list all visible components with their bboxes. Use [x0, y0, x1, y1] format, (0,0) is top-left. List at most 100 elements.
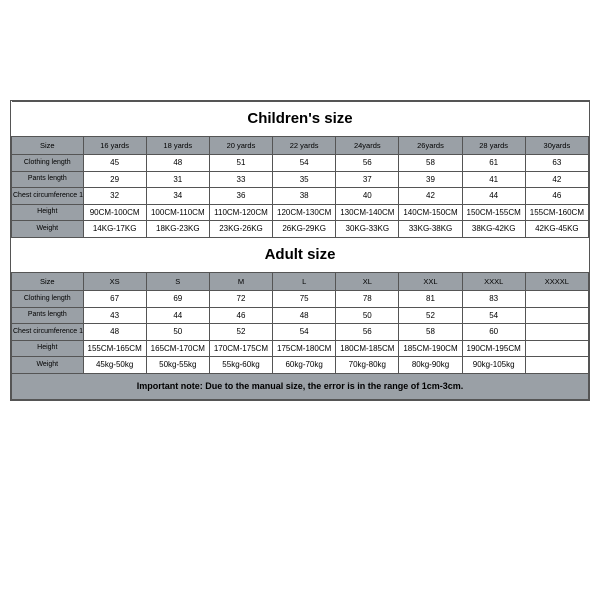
row-label: Clothing length: [12, 290, 84, 307]
cell: 70kg-80kg: [336, 357, 399, 374]
cell: 72: [209, 290, 272, 307]
table-row: Weight 14KG-17KG 18KG-23KG 23KG-26KG 26K…: [12, 221, 589, 238]
col-header: XS: [83, 272, 146, 290]
cell: 43: [83, 307, 146, 324]
cell: [525, 340, 588, 357]
cell: [525, 357, 588, 374]
cell: 165CM-170CM: [146, 340, 209, 357]
cell: 56: [336, 155, 399, 172]
cell: 175CM-180CM: [273, 340, 336, 357]
col-header: 30yards: [525, 137, 588, 155]
cell: 44: [146, 307, 209, 324]
cell: 52: [209, 324, 272, 341]
table-row: Weight 45kg-50kg 50kg-55kg 55kg-60kg 60k…: [12, 357, 589, 374]
cell: 33: [209, 171, 272, 188]
cell: 54: [462, 307, 525, 324]
cell: [525, 307, 588, 324]
cell: 50: [336, 307, 399, 324]
col-header: S: [146, 272, 209, 290]
cell: 61: [462, 155, 525, 172]
children-header-row: Size 16 yards 18 yards 20 yards 22 yards…: [12, 137, 589, 155]
cell: 40: [336, 188, 399, 205]
table-row: Chest circumference 1/2 48 50 52 54 56 5…: [12, 324, 589, 341]
col-header: M: [209, 272, 272, 290]
adult-title: Adult size: [12, 237, 589, 272]
cell: 33KG-38KG: [399, 221, 462, 238]
cell: 37: [336, 171, 399, 188]
adult-title-row: Adult size: [12, 237, 589, 272]
cell: 90kg-105kg: [462, 357, 525, 374]
cell: 48: [146, 155, 209, 172]
cell: [525, 290, 588, 307]
cell: 81: [399, 290, 462, 307]
row-label: Height: [12, 340, 84, 357]
cell: 46: [209, 307, 272, 324]
cell: 38: [273, 188, 336, 205]
col-header: 20 yards: [209, 137, 272, 155]
table-row: Clothing length 67 69 72 75 78 81 83: [12, 290, 589, 307]
col-header: XXXXL: [525, 272, 588, 290]
cell: 60: [462, 324, 525, 341]
row-label: Pants length: [12, 307, 84, 324]
cell: 100CM-110CM: [146, 204, 209, 221]
cell: 44: [462, 188, 525, 205]
cell: 60kg-70kg: [273, 357, 336, 374]
cell: 36: [209, 188, 272, 205]
cell: 35: [273, 171, 336, 188]
adult-header-row: Size XS S M L XL XXL XXXL XXXXL: [12, 272, 589, 290]
row-label: Height: [12, 204, 84, 221]
cell: 34: [146, 188, 209, 205]
col-header: Size: [12, 137, 84, 155]
cell: 58: [399, 324, 462, 341]
size-chart-page: Children's size Size 16 yards 18 yards 2…: [0, 0, 600, 600]
cell: 54: [273, 155, 336, 172]
cell: 18KG-23KG: [146, 221, 209, 238]
cell: 29: [83, 171, 146, 188]
row-label: Chest circumference 1/2: [12, 188, 84, 205]
cell: 48: [273, 307, 336, 324]
cell: 50kg-55kg: [146, 357, 209, 374]
note-row: Important note: Due to the manual size, …: [12, 373, 589, 399]
cell: 45kg-50kg: [83, 357, 146, 374]
cell: 52: [399, 307, 462, 324]
size-table: Children's size Size 16 yards 18 yards 2…: [11, 101, 589, 400]
col-header: L: [273, 272, 336, 290]
col-header: 22 yards: [273, 137, 336, 155]
col-header: Size: [12, 272, 84, 290]
row-label: Clothing length: [12, 155, 84, 172]
row-label: Chest circumference 1/2: [12, 324, 84, 341]
cell: 180CM-185CM: [336, 340, 399, 357]
cell: 26KG-29KG: [273, 221, 336, 238]
cell: 140CM-150CM: [399, 204, 462, 221]
cell: 155CM-160CM: [525, 204, 588, 221]
table-row: Height 90CM-100CM 100CM-110CM 110CM-120C…: [12, 204, 589, 221]
cell: 30KG-33KG: [336, 221, 399, 238]
cell: 45: [83, 155, 146, 172]
cell: 42KG-45KG: [525, 221, 588, 238]
cell: 170CM-175CM: [209, 340, 272, 357]
children-title: Children's size: [12, 102, 589, 137]
cell: 46: [525, 188, 588, 205]
row-label: Weight: [12, 357, 84, 374]
cell: 42: [399, 188, 462, 205]
cell: 130CM-140CM: [336, 204, 399, 221]
cell: 58: [399, 155, 462, 172]
cell: 39: [399, 171, 462, 188]
col-header: 16 yards: [83, 137, 146, 155]
cell: [525, 324, 588, 341]
col-header: 26yards: [399, 137, 462, 155]
cell: 90CM-100CM: [83, 204, 146, 221]
table-row: Pants length 43 44 46 48 50 52 54: [12, 307, 589, 324]
row-label: Pants length: [12, 171, 84, 188]
col-header: XXXL: [462, 272, 525, 290]
cell: 32: [83, 188, 146, 205]
cell: 67: [83, 290, 146, 307]
cell: 110CM-120CM: [209, 204, 272, 221]
cell: 41: [462, 171, 525, 188]
cell: 78: [336, 290, 399, 307]
col-header: 18 yards: [146, 137, 209, 155]
cell: 63: [525, 155, 588, 172]
cell: 185CM-190CM: [399, 340, 462, 357]
table-row: Pants length 29 31 33 35 37 39 41 42: [12, 171, 589, 188]
cell: 69: [146, 290, 209, 307]
